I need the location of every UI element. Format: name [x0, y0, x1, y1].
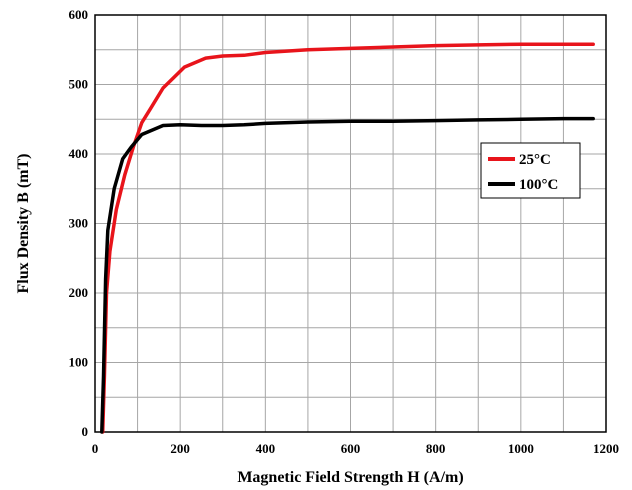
legend-box [480, 142, 581, 199]
x-tick-label: 0 [92, 441, 99, 456]
series-line-1 [100, 116, 595, 434]
x-tick-label: 400 [256, 441, 276, 456]
y-tick-label: 100 [69, 355, 89, 370]
y-tick-label: 500 [69, 77, 89, 92]
legend-label-25c: 25°C [519, 152, 551, 168]
legend-label-100c: 100°C [519, 177, 558, 193]
y-axis-title: Flux Density B (mT) [15, 154, 32, 294]
x-tick-label: 1000 [508, 441, 534, 456]
y-axis-tick-labels: 0 100 200 300 400 500 600 [69, 7, 89, 439]
series-line-0 [100, 42, 595, 434]
x-tick-label: 600 [341, 441, 361, 456]
series-lines [100, 42, 595, 434]
y-tick-label: 300 [69, 216, 89, 231]
y-tick-label: 600 [69, 7, 89, 22]
y-tick-label: 400 [69, 146, 89, 161]
y-tick-label: 200 [69, 285, 89, 300]
x-tick-label: 800 [426, 441, 446, 456]
x-axis-title: Magnetic Field Strength H (A/m) [237, 469, 463, 486]
y-tick-label: 0 [82, 424, 89, 439]
grid [95, 15, 606, 432]
x-tick-label: 1200 [593, 441, 619, 456]
x-axis-tick-labels: 0 200 400 600 800 1000 1200 [92, 441, 619, 456]
x-tick-label: 200 [170, 441, 190, 456]
plot-area-frame [94, 14, 607, 433]
legend: 25°C 100°C [480, 142, 581, 199]
